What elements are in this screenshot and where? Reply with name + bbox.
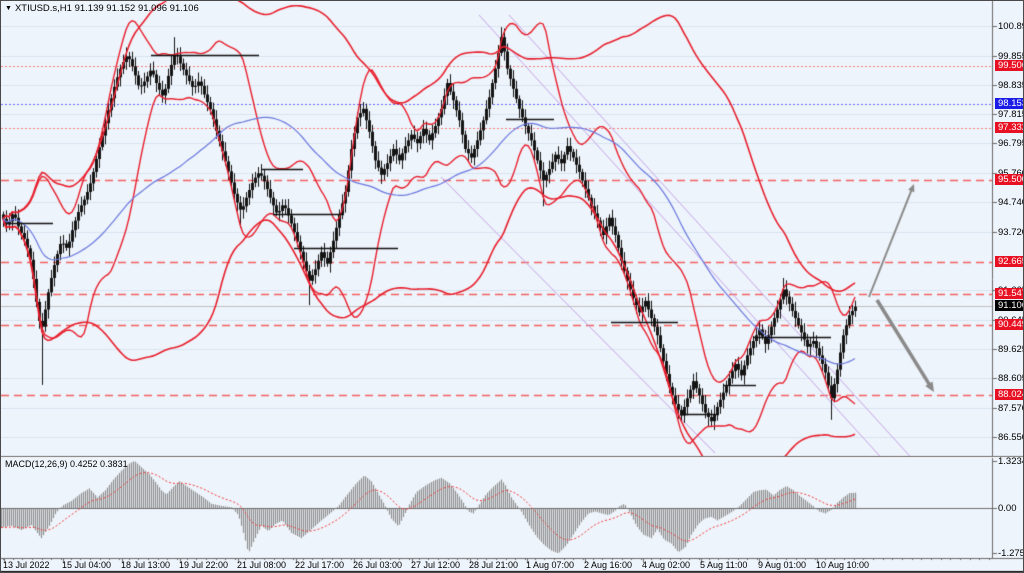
price-axis-tick: 98.835 xyxy=(998,79,1023,91)
price-axis-tick: 93.720 xyxy=(998,226,1023,238)
price-level-label: 92.665 xyxy=(995,255,1023,267)
time-axis-label: 19 Jul 22:00 xyxy=(179,560,229,570)
macd-indicator-label: MACD(12,26,9) 0.4252 0.3831 xyxy=(5,459,128,469)
price-level-label: 98.153 xyxy=(995,98,1023,110)
price-level-label: 91.547 xyxy=(995,287,1023,299)
price-axis-tick: 94.740 xyxy=(998,197,1023,209)
time-axis-label: 4 Aug 02:00 xyxy=(642,560,691,570)
time-axis-label: 18 Jul 13:00 xyxy=(121,560,171,570)
price-level-label: 99.506 xyxy=(995,59,1023,71)
macd-axis-tick: 1.3234 xyxy=(998,456,1023,467)
time-axis-label: 26 Jul 03:00 xyxy=(353,560,403,570)
price-level-label: 95.500 xyxy=(995,174,1023,186)
price-axis-tick: 95.760 xyxy=(998,168,1023,179)
time-axis-label: 5 Aug 11:00 xyxy=(700,560,748,570)
price-axis-tick: 88.605 xyxy=(998,373,1023,385)
time-axis-label: 21 Jul 08:00 xyxy=(237,560,287,570)
chart-title-text: XTIUSD.s,H1 91.139 91.152 91.096 91.106 xyxy=(14,3,199,14)
price-axis-tick: 96.795 xyxy=(998,138,1023,150)
time-axis-label: 2 Aug 16:00 xyxy=(584,560,633,570)
macd-axis-tick: -1.2759 xyxy=(998,548,1023,559)
price-axis-tick: 97.815 xyxy=(998,109,1023,121)
macd-axis-tick: 0.00 xyxy=(998,503,1017,514)
chart-title[interactable]: ▼ XTIUSD.s,H1 91.139 91.152 91.096 91.106 xyxy=(5,3,199,14)
time-axis-label: 13 Jul 2022 xyxy=(3,560,50,570)
time-axis-label: 9 Aug 01:00 xyxy=(758,560,807,570)
price-level-label: 91.106 xyxy=(995,300,1023,312)
time-axis-label: 27 Jul 12:00 xyxy=(411,560,461,570)
time-axis-label: 10 Aug 10:00 xyxy=(816,560,870,570)
time-axis-label: 1 Aug 07:00 xyxy=(526,560,575,570)
price-axis-tick: 89.625 xyxy=(998,343,1023,355)
time-axis-label: 22 Jul 17:00 xyxy=(295,560,345,570)
time-axis-label: 15 Jul 04:00 xyxy=(62,560,112,570)
price-level-label: 90.449 xyxy=(995,319,1023,331)
dropdown-triangle-icon[interactable]: ▼ xyxy=(5,5,12,12)
price-axis-tick: 100.890 xyxy=(998,21,1023,32)
price-axis-tick: 87.570 xyxy=(998,402,1023,414)
price-axis-tick: 99.855 xyxy=(998,50,1023,62)
price-axis-tick: 86.550 xyxy=(998,432,1023,444)
price-level-label: 88.024 xyxy=(995,388,1023,400)
price-level-label: 97.332 xyxy=(995,121,1023,133)
time-axis-label: 28 Jul 21:00 xyxy=(469,560,519,570)
